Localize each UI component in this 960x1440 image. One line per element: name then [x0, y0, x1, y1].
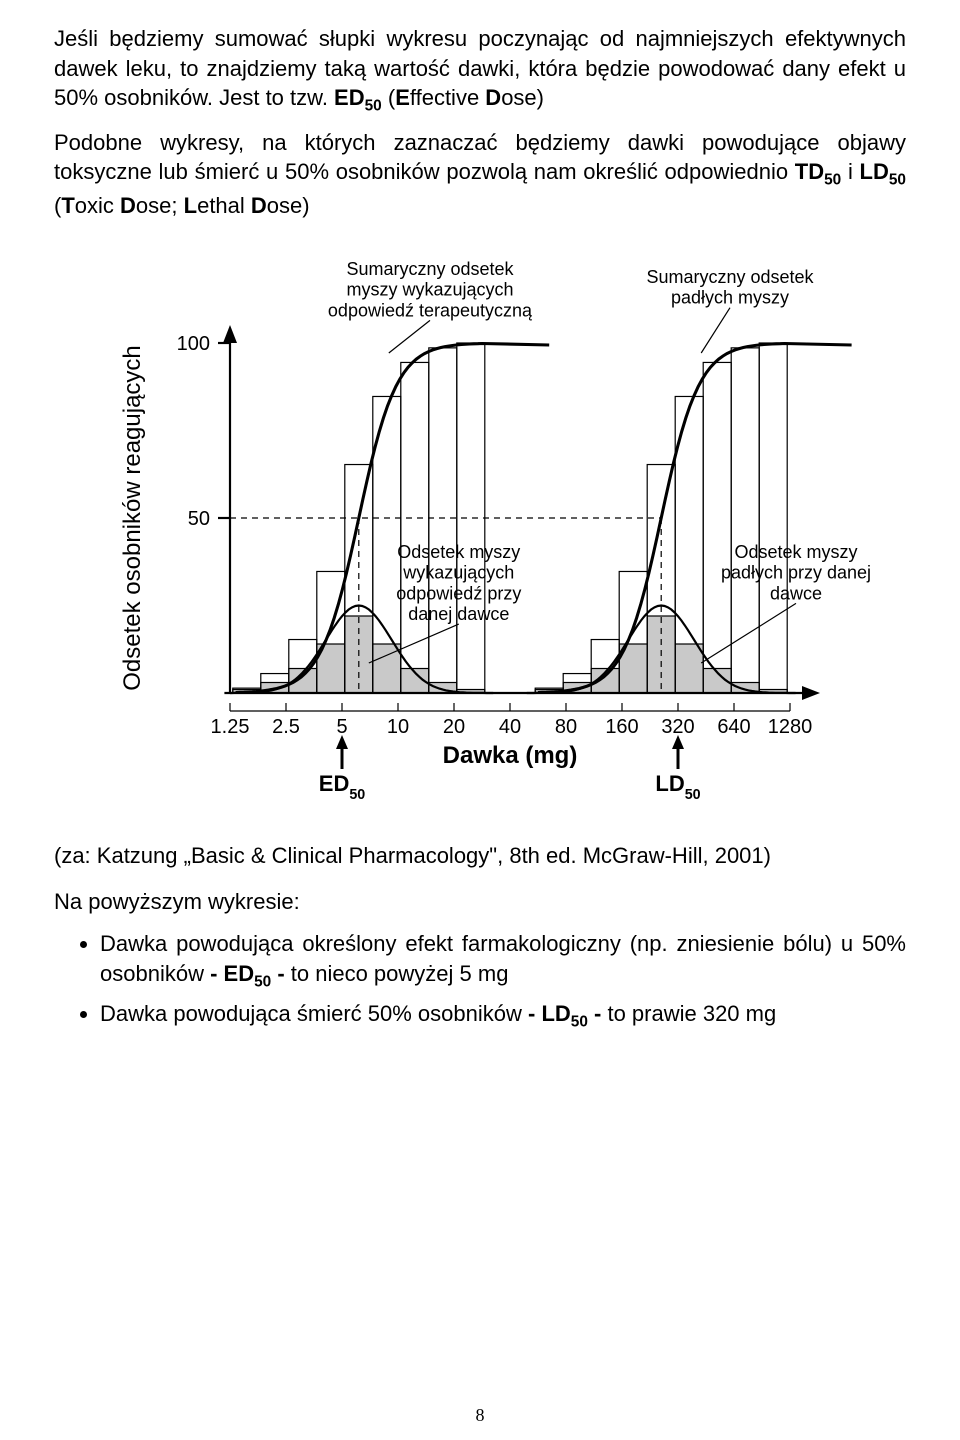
- ed50-term: ED50: [334, 85, 382, 110]
- svg-text:odpowiedź przy: odpowiedź przy: [396, 584, 521, 604]
- svg-text:Odsetek myszy: Odsetek myszy: [397, 542, 520, 562]
- td50-term: TD50: [795, 159, 841, 184]
- paragraph-1: Jeśli będziemy sumować słupki wykresu po…: [54, 24, 906, 118]
- paragraph-2: Podobne wykresy, na których zaznaczać bę…: [54, 128, 906, 222]
- svg-text:padłych myszy: padłych myszy: [671, 288, 789, 308]
- bullet-2: Dawka powodująca śmierć 50% osobników - …: [100, 999, 906, 1033]
- svg-text:Sumaryczny odsetek: Sumaryczny odsetek: [646, 267, 814, 287]
- dose-response-chart: 100 50 1.25 2.5 5 10 20 40 80 160 320 640 1280 Dawka …: [54, 243, 906, 833]
- svg-text:padłych przy danej: padłych przy danej: [721, 563, 871, 583]
- bullet-list: Dawka powodująca określony efekt farmako…: [54, 929, 906, 1033]
- svg-text:320: 320: [661, 716, 694, 738]
- citation: (za: Katzung „Basic & Clinical Pharmacol…: [54, 843, 906, 869]
- svg-text:Sumaryczny odsetek: Sumaryczny odsetek: [346, 259, 514, 279]
- svg-text:10: 10: [387, 716, 409, 738]
- svg-text:640: 640: [717, 716, 750, 738]
- ld50-term: LD50: [860, 159, 906, 184]
- page: Jeśli będziemy sumować słupki wykresu po…: [0, 0, 960, 1440]
- bullet-ld50: - LD50 -: [528, 1001, 607, 1026]
- svg-text:160: 160: [605, 716, 638, 738]
- svg-text:Dawka (mg): Dawka (mg): [443, 742, 578, 769]
- svg-text:1.25: 1.25: [211, 716, 250, 738]
- svg-text:Odsetek myszy: Odsetek myszy: [734, 542, 857, 562]
- svg-text:wykazujących: wykazujących: [402, 563, 514, 583]
- svg-text:100: 100: [177, 333, 210, 355]
- svg-text:danej dawce: danej dawce: [408, 604, 509, 624]
- bullet-ed50: - ED50 -: [210, 961, 291, 986]
- svg-text:2.5: 2.5: [272, 716, 300, 738]
- svg-text:80: 80: [555, 716, 577, 738]
- svg-text:50: 50: [188, 508, 210, 530]
- svg-text:40: 40: [499, 716, 521, 738]
- svg-text:1280: 1280: [768, 716, 813, 738]
- svg-text:Odsetek osobników reagujących: Odsetek osobników reagujących: [119, 345, 146, 691]
- svg-text:20: 20: [443, 716, 465, 738]
- svg-text:ED50: ED50: [319, 771, 366, 803]
- svg-text:dawce: dawce: [770, 584, 822, 604]
- svg-text:myszy wykazujących: myszy wykazujących: [346, 280, 513, 300]
- svg-text:odpowiedź terapeutyczną: odpowiedź terapeutyczną: [328, 301, 533, 321]
- svg-text:LD50: LD50: [655, 771, 700, 803]
- svg-text:5: 5: [336, 716, 347, 738]
- bullet-1: Dawka powodująca określony efekt farmako…: [100, 929, 906, 993]
- chart-svg: 100 50 1.25 2.5 5 10 20 40 80 160 320 640 1280 Dawka …: [70, 243, 890, 833]
- page-number: 8: [0, 1405, 960, 1426]
- lead-text: Na powyższym wykresie:: [54, 889, 906, 915]
